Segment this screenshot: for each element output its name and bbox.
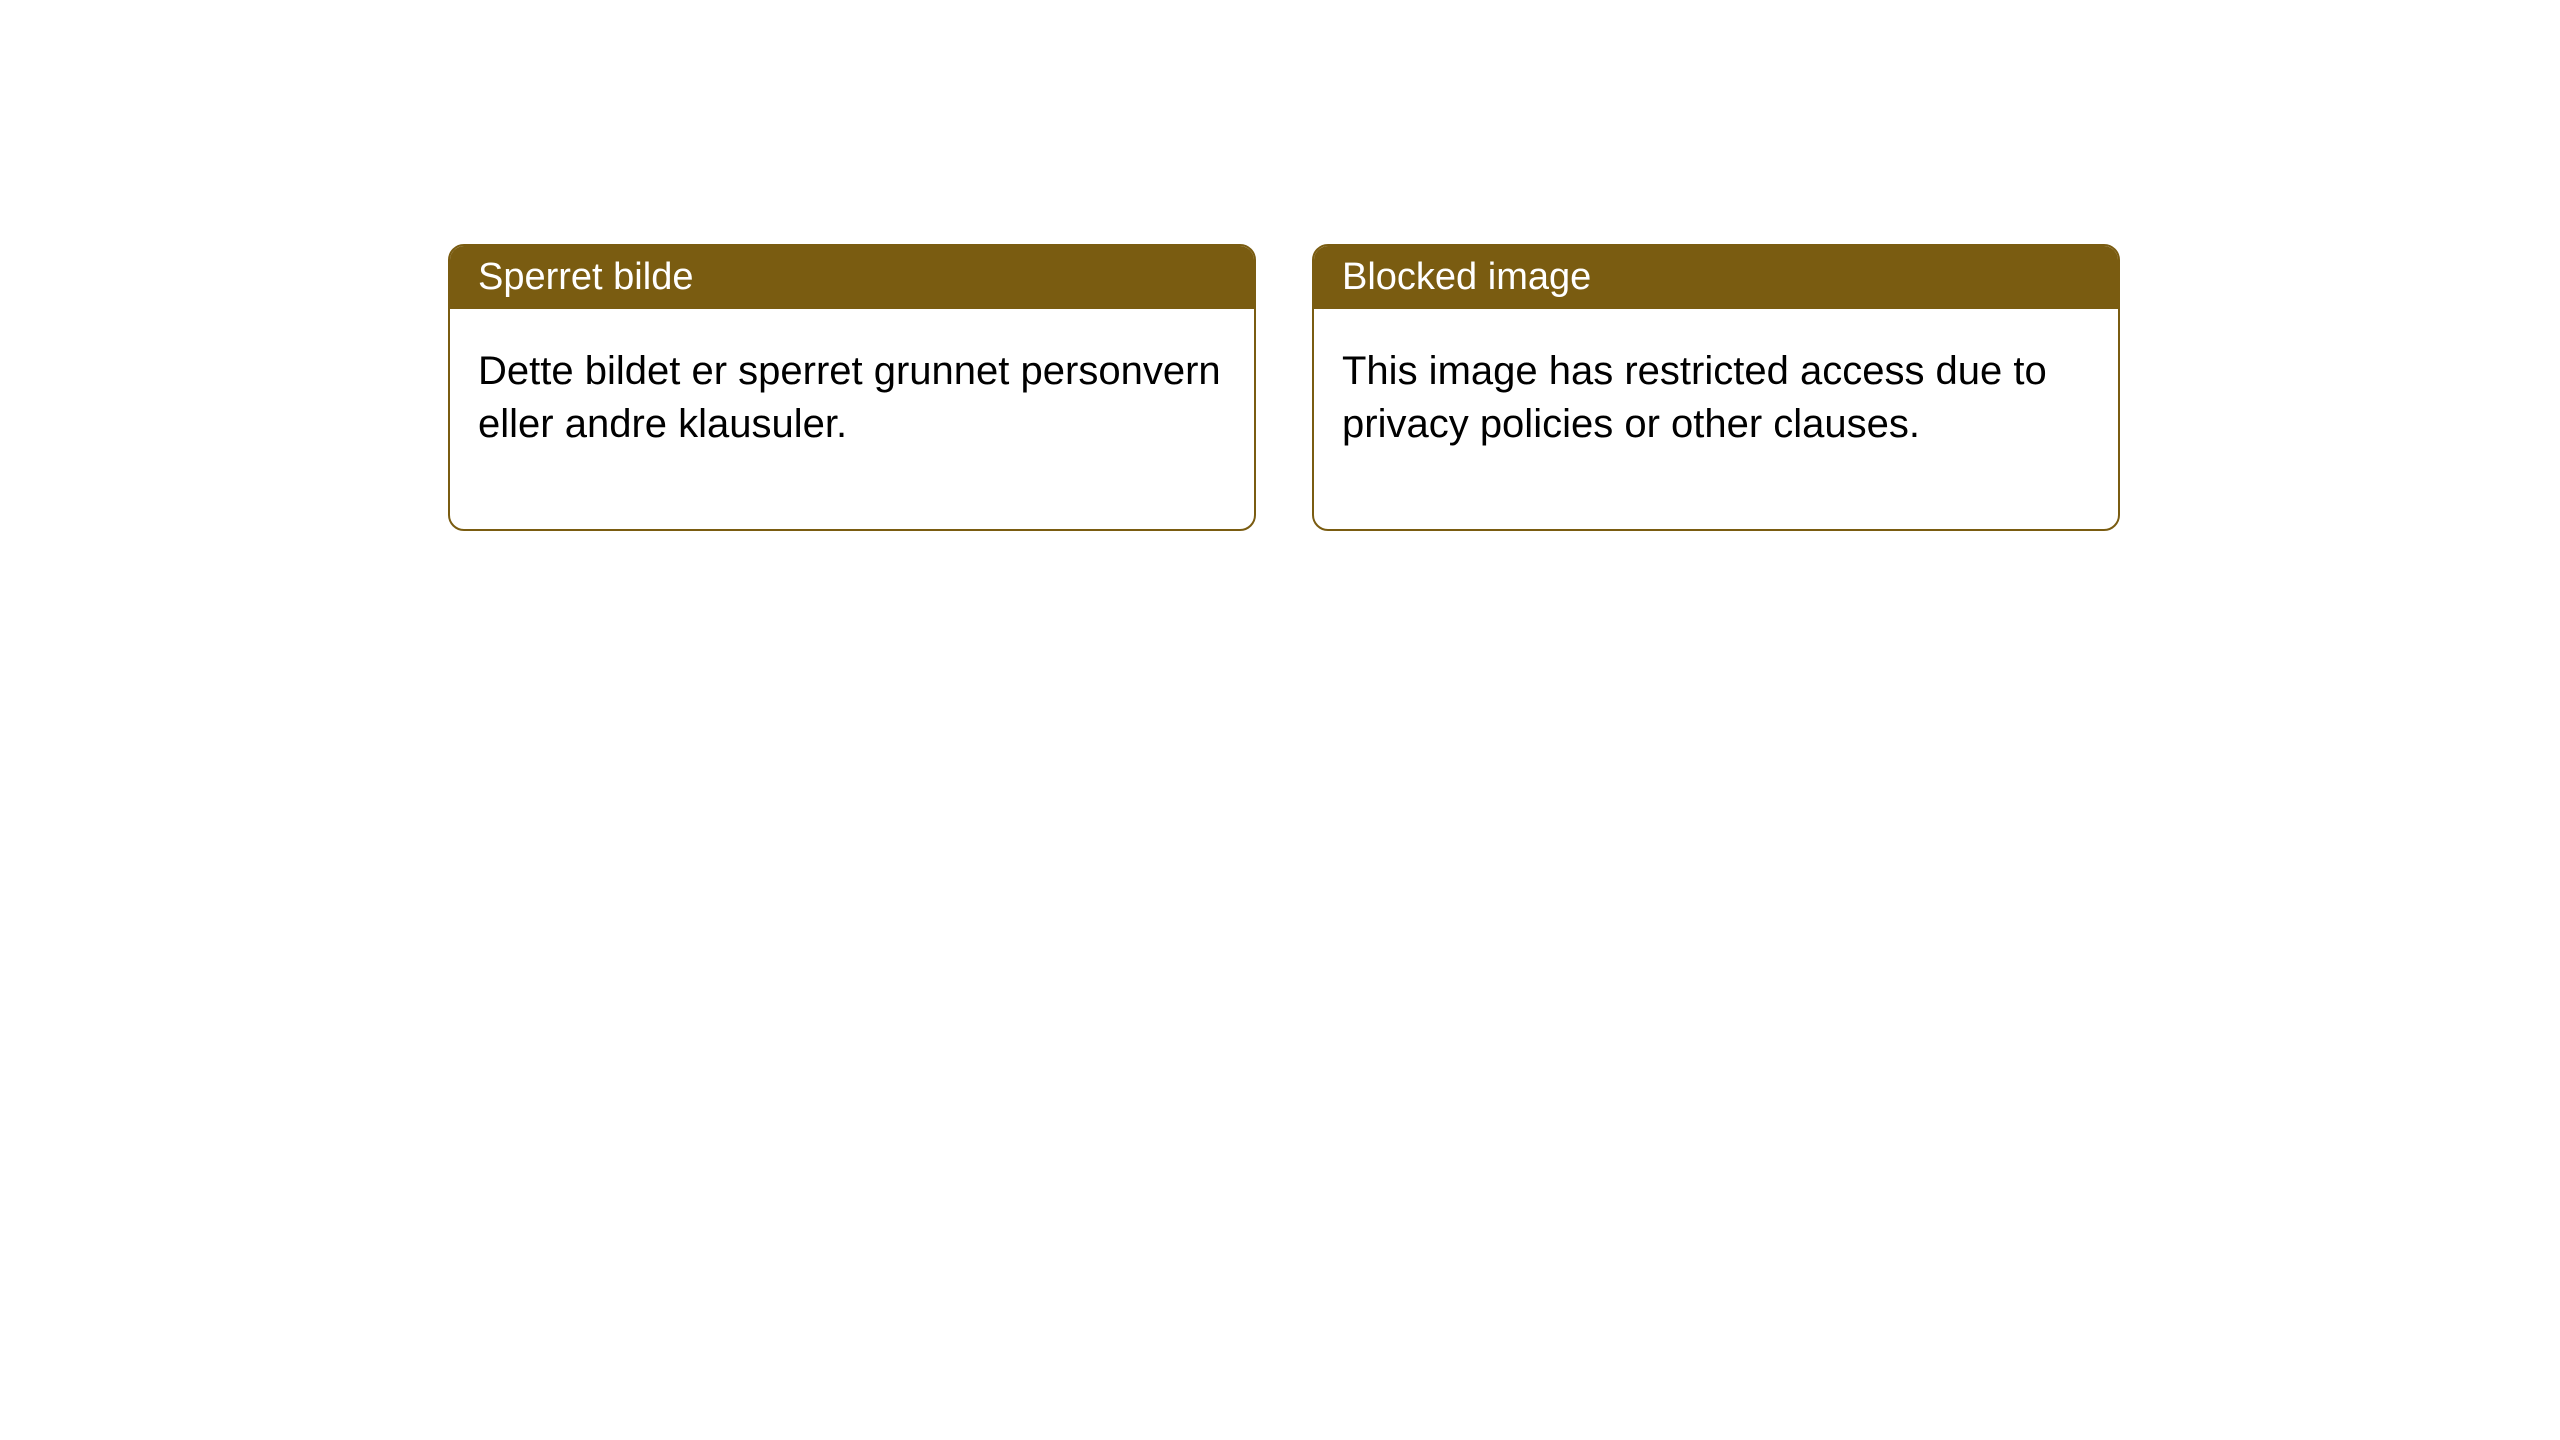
notice-card-header: Blocked image <box>1314 246 2118 309</box>
notice-card-body: Dette bildet er sperret grunnet personve… <box>450 309 1254 529</box>
notice-card-header: Sperret bilde <box>450 246 1254 309</box>
notice-card-text: Dette bildet er sperret grunnet personve… <box>478 349 1221 446</box>
notice-card-no: Sperret bilde Dette bildet er sperret gr… <box>448 244 1256 531</box>
notice-card-title: Blocked image <box>1342 256 1591 298</box>
notice-card-title: Sperret bilde <box>478 256 693 298</box>
notice-card-en: Blocked image This image has restricted … <box>1312 244 2120 531</box>
notice-card-body: This image has restricted access due to … <box>1314 309 2118 529</box>
notice-card-text: This image has restricted access due to … <box>1342 349 2047 446</box>
notice-container: Sperret bilde Dette bildet er sperret gr… <box>0 0 2560 531</box>
